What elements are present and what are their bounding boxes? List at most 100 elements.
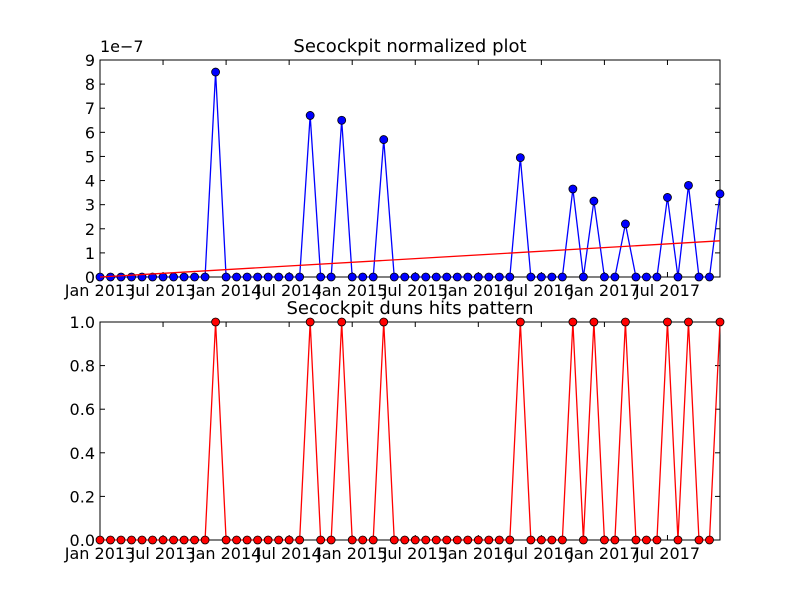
- y-tick-label: 4: [85, 172, 95, 191]
- data-point: [295, 535, 305, 545]
- data-point: [610, 535, 620, 545]
- data-point: [652, 535, 662, 545]
- data-point: [536, 272, 546, 282]
- data-point: [316, 272, 326, 282]
- y-tick-label: 1: [85, 244, 95, 263]
- data-point: [347, 272, 357, 282]
- x-tick-label: Jul 2017: [634, 544, 700, 563]
- x-tick-label: Jul 2017: [634, 281, 700, 300]
- data-point: [379, 135, 389, 144]
- x-tick-label: Jul 2015: [382, 281, 448, 300]
- data-point: [642, 272, 651, 282]
- data-point: [421, 535, 431, 545]
- data-point: [484, 535, 494, 545]
- x-tick-label: Jul 2016: [508, 544, 574, 563]
- data-point: [557, 272, 567, 282]
- data-point: [211, 317, 220, 327]
- data-point: [452, 272, 462, 282]
- data-point: [505, 535, 515, 545]
- data-point: [232, 535, 242, 545]
- x-tick-label: Jan 2015: [316, 281, 387, 300]
- data-point: [568, 184, 578, 194]
- data-point: [610, 272, 620, 282]
- y-tick-label: 9: [85, 51, 95, 70]
- data-point: [473, 535, 483, 545]
- data-point: [137, 535, 147, 545]
- data-point: [421, 272, 431, 282]
- data-point: [158, 272, 168, 282]
- data-point: [442, 535, 452, 545]
- data-point: [368, 535, 378, 545]
- x-tick-label: Jan 2016: [442, 544, 513, 563]
- y-tick-label: 6: [85, 123, 95, 142]
- data-point: [526, 272, 536, 282]
- data-point: [578, 272, 588, 282]
- x-tick-label: Jul 2014: [256, 281, 322, 300]
- data-point: [431, 535, 441, 545]
- data-point: [463, 535, 473, 545]
- data-point: [568, 317, 578, 327]
- data-point: [221, 272, 231, 282]
- data-point: [158, 535, 168, 545]
- x-tick-label: Jan 2013: [64, 544, 135, 563]
- y-tick-label: 0: [85, 268, 95, 287]
- data-point: [705, 535, 714, 545]
- data-point: [442, 272, 452, 282]
- data-point: [389, 272, 399, 282]
- data-point: [295, 272, 305, 282]
- data-point: [127, 535, 136, 545]
- data-point: [179, 535, 189, 545]
- x-tick-label: Jan 2013: [64, 281, 135, 300]
- x-tick-label: Jan 2014: [190, 281, 261, 300]
- x-tick-label: Jan 2017: [568, 281, 639, 300]
- data-point: [557, 535, 567, 545]
- y-tick-label: 5: [85, 147, 95, 166]
- x-tick-label: Jul 2013: [129, 544, 195, 563]
- data-point: [253, 272, 263, 282]
- data-point: [631, 272, 641, 282]
- data-point: [694, 535, 704, 545]
- series-line-1: [99, 240, 721, 278]
- data-point: [337, 317, 347, 327]
- data-point: [631, 535, 641, 545]
- data-point: [484, 272, 494, 282]
- data-point: [232, 272, 242, 282]
- data-point: [389, 535, 399, 545]
- data-point: [431, 272, 441, 282]
- chart-title: Secockpit duns hits pattern: [287, 298, 534, 319]
- data-point: [274, 535, 284, 545]
- y-tick-label: 0.6: [70, 400, 95, 419]
- series-layer: [95, 317, 725, 545]
- data-point: [337, 115, 347, 125]
- data-point: [263, 535, 273, 545]
- data-point: [652, 272, 662, 282]
- data-point: [326, 535, 336, 545]
- y-tick-label: 0.8: [70, 357, 95, 376]
- data-point: [211, 67, 220, 77]
- x-tick-label: Jul 2013: [129, 281, 195, 300]
- chart-title: Secockpit normalized plot: [293, 36, 526, 57]
- data-point: [190, 272, 199, 282]
- y-tick-label: 0.2: [70, 487, 95, 506]
- data-point: [515, 153, 525, 163]
- y-offset-label: 1e−7: [100, 37, 144, 56]
- data-point: [106, 535, 115, 545]
- data-point: [221, 535, 231, 545]
- data-point: [326, 272, 336, 282]
- data-point: [284, 272, 294, 282]
- x-tick-label: Jan 2017: [568, 544, 639, 563]
- data-point: [148, 535, 157, 545]
- data-point: [600, 535, 609, 545]
- data-point: [200, 535, 210, 545]
- y-tick-label: 7: [85, 99, 95, 118]
- y-tick-label: 3: [85, 196, 95, 215]
- x-tick-label: Jan 2014: [190, 544, 261, 563]
- data-point: [589, 317, 599, 327]
- data-point: [200, 272, 210, 282]
- data-point: [305, 317, 315, 327]
- data-point: [494, 272, 504, 282]
- data-point: [95, 535, 105, 545]
- data-point: [694, 272, 704, 282]
- y-tick-label: 0.0: [70, 531, 95, 550]
- series-layer: [95, 67, 725, 282]
